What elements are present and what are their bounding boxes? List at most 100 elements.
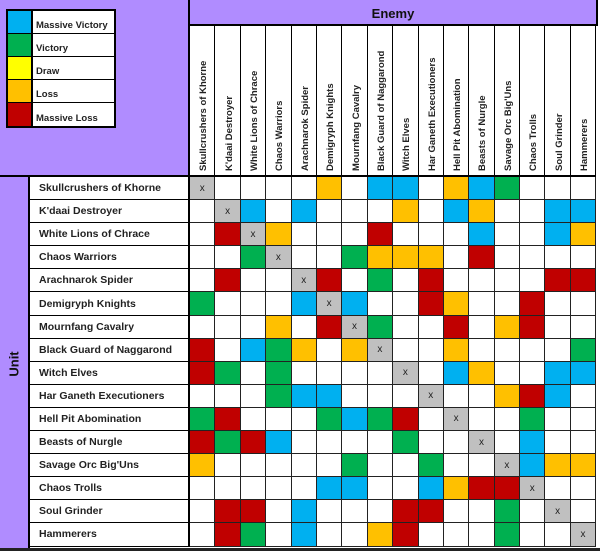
matchup-cell bbox=[494, 200, 521, 224]
matchup-cell bbox=[291, 223, 317, 247]
matchup-cell bbox=[570, 292, 597, 316]
matchup-cell bbox=[418, 431, 444, 455]
matchup-cell bbox=[266, 407, 292, 432]
self-matchup-cell: x bbox=[240, 223, 267, 247]
self-matchup-cell: x bbox=[215, 200, 241, 224]
matchup-cell bbox=[240, 246, 267, 270]
matchup-cell bbox=[393, 292, 419, 316]
matchup-cell bbox=[443, 477, 470, 501]
enemy-column-label: Chaos Warriors bbox=[274, 100, 286, 171]
matchup-cell bbox=[367, 477, 394, 501]
enemy-column-header: Chaos Trolls bbox=[520, 26, 546, 175]
matchup-cell bbox=[190, 431, 216, 455]
matchup-cell bbox=[316, 407, 343, 432]
matchup-cell bbox=[393, 407, 419, 432]
enemy-column-header: Soul Grinder bbox=[545, 26, 571, 175]
table-row: x bbox=[190, 431, 597, 455]
unit-row-label: K'daai Destroyer bbox=[30, 200, 188, 224]
matchup-cell bbox=[545, 223, 571, 247]
enemy-column-label: Black Guard of Naggarond bbox=[375, 50, 387, 171]
matchup-cell bbox=[469, 454, 495, 478]
matchup-cell bbox=[316, 338, 343, 362]
matchup-cell bbox=[393, 431, 419, 455]
unit-row-label: Arachnarok Spider bbox=[30, 269, 188, 293]
matchup-cell bbox=[393, 338, 419, 362]
matchup-cell bbox=[570, 361, 597, 385]
enemy-column-header: Skullcrushers of Khorne bbox=[190, 26, 216, 175]
matchup-cell bbox=[291, 246, 317, 270]
matchup-cell bbox=[418, 292, 444, 316]
matchup-cell bbox=[342, 361, 368, 385]
matchup-cell bbox=[443, 223, 470, 247]
matchup-cell bbox=[190, 407, 216, 432]
legend-label: Draw bbox=[36, 66, 60, 77]
matchup-cell bbox=[190, 292, 216, 316]
matchup-cell bbox=[520, 407, 546, 432]
legend-label: Loss bbox=[36, 89, 59, 100]
matchup-cell bbox=[418, 177, 444, 201]
matchup-cell bbox=[367, 431, 394, 455]
matchup-cell bbox=[215, 384, 241, 408]
matchup-cell bbox=[570, 338, 597, 362]
matchup-cell bbox=[443, 246, 470, 270]
matchup-cell bbox=[418, 454, 444, 478]
legend-swatch bbox=[8, 34, 33, 56]
matchup-cell bbox=[342, 223, 368, 247]
matchup-cell bbox=[240, 177, 267, 201]
matchup-cell bbox=[443, 200, 470, 224]
matchup-cell bbox=[494, 431, 521, 455]
matchup-cell bbox=[190, 269, 216, 293]
enemy-column-label: Savage Orc Big'Uns bbox=[502, 80, 514, 171]
enemy-column-header: Savage Orc Big'Uns bbox=[494, 26, 521, 175]
table-row: x bbox=[190, 500, 597, 524]
matchup-cell bbox=[443, 315, 470, 339]
matchup-cell bbox=[570, 177, 597, 201]
self-matchup-cell: x bbox=[316, 292, 343, 316]
enemy-column-header: Mournfang Cavalry bbox=[342, 26, 368, 175]
matchup-cell bbox=[215, 431, 241, 455]
matchup-cell bbox=[291, 407, 317, 432]
matchup-cell bbox=[520, 177, 546, 201]
matchup-cell bbox=[469, 223, 495, 247]
matchup-cell bbox=[240, 454, 267, 478]
matchup-cell bbox=[266, 269, 292, 293]
enemy-column-label: Soul Grinder bbox=[553, 113, 565, 171]
matchup-cell bbox=[520, 200, 546, 224]
matchup-cell bbox=[240, 407, 267, 432]
matchup-cell bbox=[291, 500, 317, 524]
enemy-column-header: K'daai Destroyer bbox=[215, 26, 241, 175]
matchup-cell bbox=[520, 338, 546, 362]
matchup-cell bbox=[316, 223, 343, 247]
matchup-cell bbox=[266, 315, 292, 339]
matchup-cell bbox=[418, 407, 444, 432]
matchup-cell bbox=[494, 361, 521, 385]
unit-row-label: Skullcrushers of Khorne bbox=[30, 177, 188, 201]
matchup-cell bbox=[443, 384, 470, 408]
matchup-cell bbox=[215, 338, 241, 362]
legend-label: Massive Victory bbox=[36, 20, 108, 31]
matchup-cell bbox=[240, 200, 267, 224]
matchup-cell bbox=[469, 361, 495, 385]
matchup-cell bbox=[342, 338, 368, 362]
matchup-cell bbox=[520, 454, 546, 478]
matchup-cell bbox=[494, 384, 521, 408]
matchup-cell bbox=[443, 177, 470, 201]
matchup-cell bbox=[291, 315, 317, 339]
matchup-cell bbox=[316, 500, 343, 524]
matchup-cell bbox=[190, 384, 216, 408]
matchup-cell bbox=[215, 177, 241, 201]
table-row: x bbox=[190, 361, 597, 385]
enemy-column-header: Beasts of Nurgle bbox=[469, 26, 495, 175]
matchup-cell bbox=[266, 361, 292, 385]
enemy-column-header: Hammerers bbox=[570, 26, 597, 175]
legend-swatch bbox=[8, 11, 33, 33]
unit-axis-header: Unit bbox=[0, 177, 30, 551]
matchup-cell bbox=[367, 361, 394, 385]
matchup-cell bbox=[393, 200, 419, 224]
unit-row-label: Black Guard of Naggarond bbox=[30, 338, 188, 362]
legend-item: Loss bbox=[8, 80, 114, 103]
matchup-cell bbox=[367, 454, 394, 478]
matchup-cell bbox=[545, 431, 571, 455]
self-matchup-cell: x bbox=[469, 431, 495, 455]
